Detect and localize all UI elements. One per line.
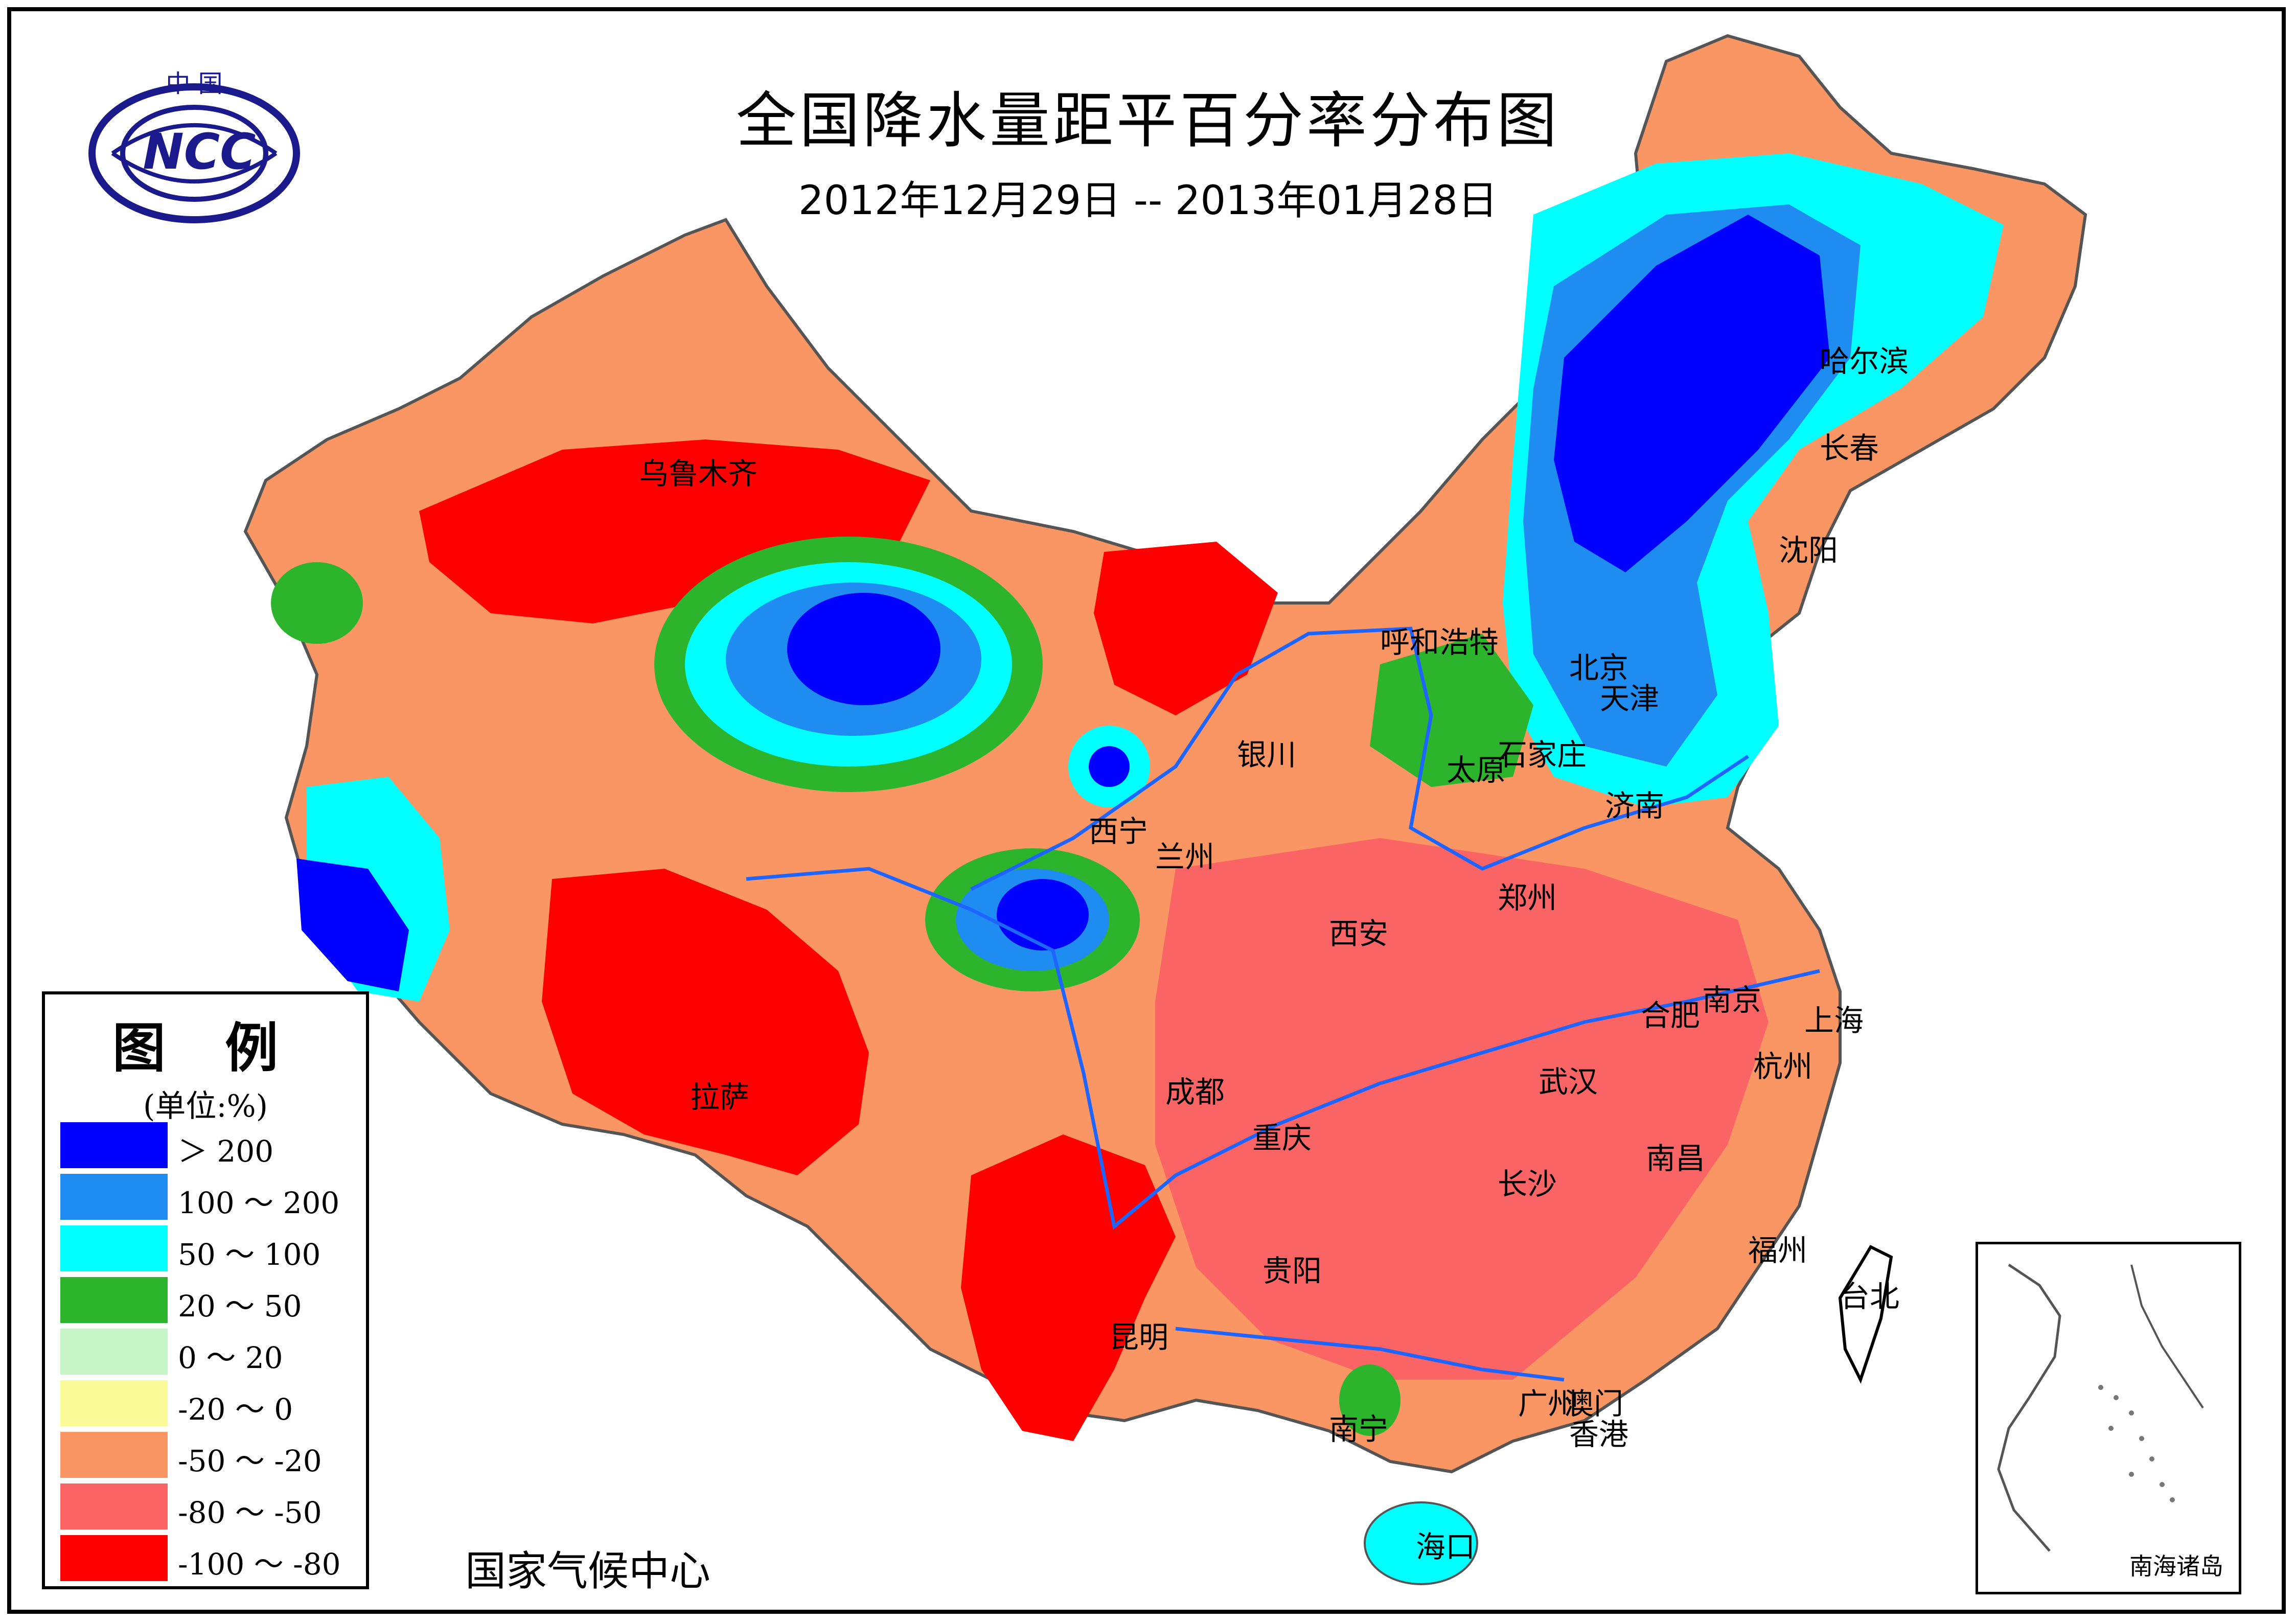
city-label: 长春 (1820, 431, 1879, 466)
city-label: 南宁 (1329, 1412, 1389, 1447)
city-label: 郑州 (1498, 880, 1557, 915)
legend-label: -80 ～ -50 (178, 1495, 322, 1530)
city-label: 台北 (1840, 1279, 1900, 1314)
pearl-river (1175, 1327, 1565, 1382)
legend-swatch (60, 1535, 168, 1581)
wet-zone-northeast-core (1554, 215, 1830, 572)
legend-item: -20 ～ 0 (60, 1380, 357, 1427)
dry-zone-tibet (542, 869, 869, 1175)
inset-coastline (1997, 1263, 2204, 1552)
wet-zone-qaidam-core (787, 593, 940, 705)
yellow-river (970, 627, 1749, 891)
legend-item: 20 ～ 50 (60, 1277, 357, 1324)
city-label: 长沙 (1498, 1167, 1557, 1201)
wet-zone-northeast-green (1370, 634, 1533, 787)
legend-swatch (60, 1432, 168, 1478)
wet-zone-yili (271, 562, 363, 644)
legend-label: 100 ～ 200 (178, 1186, 340, 1220)
legend-box: 图 例 (单位:%) ＞ 200 100 ～ 200 50 ～ 100 20 ～ 50… (42, 991, 369, 1589)
city-label: 石家庄 (1498, 737, 1587, 772)
legend-swatch (60, 1329, 168, 1375)
wet-zone-west-blue (296, 859, 409, 991)
legend-swatch (60, 1483, 168, 1529)
city-label: 西宁 (1089, 814, 1149, 849)
legend-item: ＞ 200 (60, 1122, 357, 1169)
city-label: 哈尔滨 (1820, 344, 1909, 379)
city-label: 合肥 (1641, 998, 1701, 1033)
city-label: 乌鲁木齐 (639, 456, 758, 491)
legend-label: ＞ 200 (178, 1134, 274, 1169)
legend-label: 50 ～ 100 (178, 1237, 321, 1272)
dry-zone-north-central (1094, 542, 1278, 715)
legend-item: -50 ～ -20 (60, 1432, 357, 1478)
map-frame (7, 7, 2286, 1614)
city-label: 济南 (1605, 789, 1665, 823)
dry-zone-northwest (419, 439, 930, 623)
inset-label: 南海诸岛 (2129, 1552, 2223, 1580)
footer-organization: 国家气候中心 (465, 1547, 710, 1595)
legend-label: -100 ～ -80 (178, 1547, 341, 1582)
legend-swatch (60, 1225, 168, 1271)
legend-swatch (60, 1380, 168, 1426)
city-label: 贵阳 (1262, 1254, 1322, 1288)
ncc-logo: 中 国 NCC (72, 66, 317, 230)
legend-label: 0 ～ 20 (178, 1340, 283, 1375)
city-label: 海口 (1416, 1529, 1476, 1564)
legend-item: 100 ～ 200 (60, 1174, 357, 1220)
yangtze-river (746, 867, 1820, 1230)
map-subtitle: 2012年12月29日 -- 2013年01月28日 (798, 178, 1498, 224)
legend-swatch (60, 1122, 168, 1168)
city-label: 上海 (1804, 1003, 1864, 1038)
legend-label: -50 ～ -20 (178, 1444, 322, 1478)
city-label: 武汉 (1539, 1064, 1598, 1099)
hainan-island (1364, 1501, 1478, 1585)
city-label: 沈阳 (1779, 533, 1839, 568)
legend-swatch (60, 1174, 168, 1220)
legend-swatch (60, 1277, 168, 1323)
legend-item: 50 ～ 100 (60, 1225, 357, 1272)
legend-item: 0 ～ 20 (60, 1329, 357, 1375)
city-label: 天津 (1600, 681, 1660, 716)
dry-zone-south (1155, 838, 1769, 1380)
dry-zone-yunnan (961, 1134, 1176, 1441)
legend-item: -100 ～ -80 (60, 1535, 357, 1582)
wet-zone-xining-core (1089, 746, 1130, 787)
city-label: 南京 (1702, 983, 1762, 1017)
city-label: 呼和浩特 (1380, 625, 1499, 660)
wet-zone-nanning (1339, 1364, 1400, 1436)
city-label: 广州 (1518, 1386, 1578, 1421)
city-label: 成都 (1165, 1075, 1225, 1109)
city-label: 福州 (1748, 1233, 1808, 1268)
taiwan-island (1838, 1245, 1893, 1384)
city-label: 澳门 (1564, 1386, 1624, 1421)
legend-label: -20 ～ 0 (178, 1392, 293, 1427)
city-label: 太原 (1447, 753, 1506, 787)
logo-top-text: 中 国 (166, 69, 222, 98)
legend-unit: (单位:%) (143, 1088, 268, 1124)
city-label: 西安 (1329, 916, 1389, 951)
legend-label: 20 ～ 50 (178, 1289, 302, 1324)
logo-center-text: NCC (143, 123, 256, 180)
city-label: 杭州 (1753, 1049, 1813, 1084)
south-china-sea-inset: 南海诸岛 (1976, 1242, 2241, 1594)
city-label: 昆明 (1109, 1320, 1169, 1355)
city-label: 拉萨 (690, 1080, 750, 1115)
city-label: 银川 (1237, 737, 1297, 772)
city-label: 北京 (1569, 651, 1629, 685)
legend-title: 图 例 (112, 1017, 299, 1079)
city-label: 兰州 (1155, 840, 1215, 874)
city-label: 香港 (1569, 1417, 1629, 1452)
legend-item: -80 ～ -50 (60, 1483, 357, 1530)
city-label: 重庆 (1252, 1121, 1312, 1155)
city-label: 南昌 (1646, 1141, 1706, 1176)
map-title: 全国降水量距平百分率分布图 (736, 85, 1560, 156)
